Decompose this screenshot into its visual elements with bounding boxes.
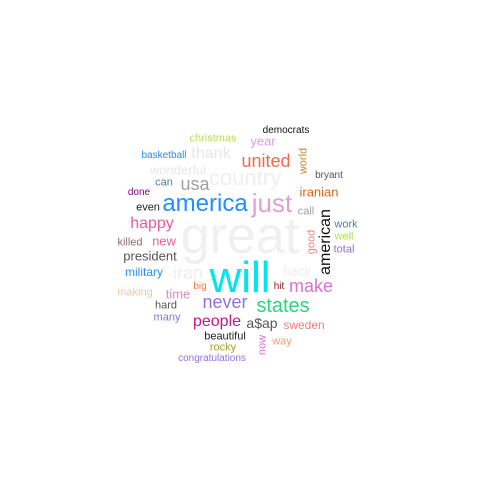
word-killed: killed xyxy=(117,236,143,249)
word-united: united xyxy=(241,151,291,171)
word-democrats: democrats xyxy=(262,125,310,136)
word-congratulations: congratulations xyxy=(178,353,246,364)
word-way: way xyxy=(272,335,292,348)
word-make: make xyxy=(288,276,334,296)
word-iran: iran xyxy=(172,263,204,283)
word-back: back xyxy=(283,263,311,279)
word-now: now xyxy=(256,334,269,356)
word-country: country xyxy=(208,165,282,190)
word-just: just xyxy=(251,188,293,218)
word-total: total xyxy=(333,243,355,256)
word-big: big xyxy=(193,281,207,292)
word-even: even xyxy=(136,201,160,214)
word-states: states xyxy=(256,295,310,317)
word-never: never xyxy=(202,292,248,312)
word-hard: hard xyxy=(154,299,178,312)
word-wonderful: wonderful xyxy=(149,162,207,178)
word-military: military xyxy=(125,265,163,279)
word-hit: hit xyxy=(273,281,285,292)
word-usa: usa xyxy=(180,174,210,194)
word-well: well xyxy=(334,230,354,243)
word-world: world xyxy=(297,147,310,175)
word-rocky: rocky xyxy=(209,341,237,354)
word-done: done xyxy=(127,187,151,198)
word-can: can xyxy=(155,176,173,189)
word-happy: happy xyxy=(130,215,174,232)
word-work: work xyxy=(334,218,358,231)
word-iranian: iranian xyxy=(299,184,339,200)
word-american: american xyxy=(317,209,334,275)
word-great: great xyxy=(180,207,300,265)
word-beautiful: beautiful xyxy=(204,330,246,343)
word-christmas: christmas xyxy=(189,132,237,145)
word-bryant: bryant xyxy=(315,170,343,181)
word-asap: a$ap xyxy=(246,315,278,331)
word-people: people xyxy=(192,313,242,330)
word-basketball: basketball xyxy=(141,150,187,161)
word-new: new xyxy=(152,233,176,249)
word-time: time xyxy=(165,286,191,302)
word-making: making xyxy=(117,286,153,299)
word-president: president xyxy=(123,248,177,264)
word-sweden: sweden xyxy=(283,318,325,332)
word-year: year xyxy=(250,133,276,149)
word-thank: thank xyxy=(191,145,231,162)
word-many: many xyxy=(153,311,181,324)
word-call: call xyxy=(297,205,315,218)
word-america: america xyxy=(162,190,248,217)
word-good: good xyxy=(305,229,318,255)
word-will: will xyxy=(209,253,271,302)
